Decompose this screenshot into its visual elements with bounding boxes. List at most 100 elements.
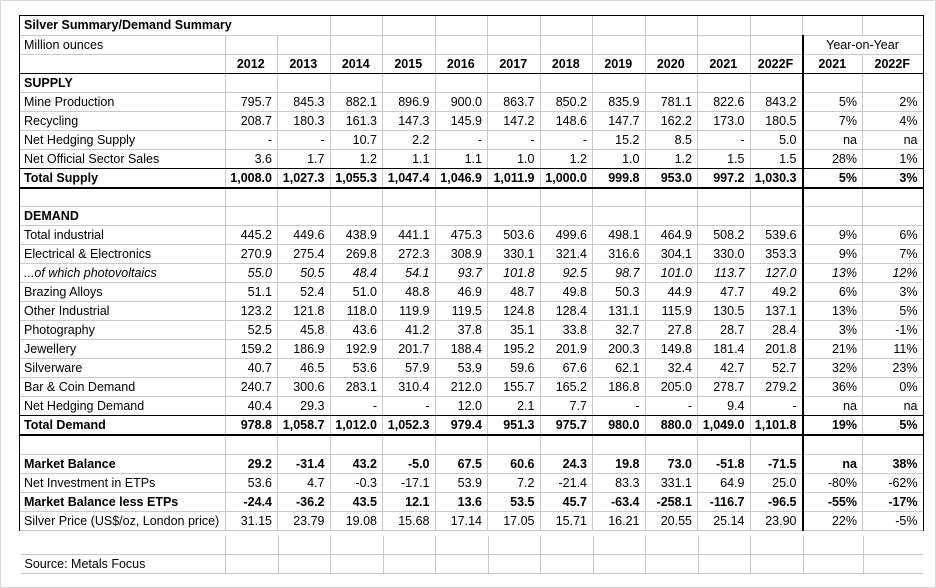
table-row: Silverware 40.7 46.5 53.6 57.9 53.9 59.6 67.6 62… bbox=[20, 358, 923, 378]
cell-value: 997.2 bbox=[697, 168, 751, 189]
row-label: Net Investment in ETPs bbox=[20, 473, 226, 493]
table-row: Market Balance 29.2 -31.4 43.2 -5.0 67.5 60.6 2… bbox=[20, 454, 923, 474]
cell-value bbox=[592, 73, 646, 93]
empty-cell bbox=[698, 554, 751, 574]
empty-cell bbox=[383, 535, 436, 555]
cell-value: 62.1 bbox=[592, 358, 646, 378]
cell-value: 92.5 bbox=[540, 263, 593, 283]
cell-value: 1,030.3 bbox=[750, 168, 803, 189]
row-label: Brazing Alloys bbox=[20, 282, 226, 302]
cell-value: 441.1 bbox=[382, 225, 436, 245]
cell-value bbox=[225, 206, 278, 226]
yoy-value bbox=[801, 206, 863, 226]
cell-value: 499.6 bbox=[540, 225, 593, 245]
cell-value: 49.2 bbox=[750, 282, 803, 302]
cell-value: -17.1 bbox=[382, 473, 436, 493]
cell-value: - bbox=[487, 130, 541, 150]
yoy-value: 2% bbox=[862, 92, 923, 112]
empty-cell bbox=[330, 35, 383, 55]
cell-value: 283.1 bbox=[330, 377, 383, 397]
row-label: Total Demand bbox=[20, 415, 226, 436]
table-footer: Source: Metals Focus bbox=[20, 535, 923, 574]
cell-value: 1,047.4 bbox=[382, 168, 436, 189]
cell-value: 57.9 bbox=[382, 358, 436, 378]
cell-value: 47.7 bbox=[697, 282, 751, 302]
cell-value: -5.0 bbox=[382, 454, 436, 474]
yoy-value: 6% bbox=[862, 225, 923, 245]
cell-value: 37.8 bbox=[435, 320, 488, 340]
cell-value: 270.9 bbox=[225, 244, 278, 264]
row-label: Total Supply bbox=[20, 168, 226, 189]
cell-value: 1.5 bbox=[697, 149, 751, 169]
yoy-value: 3% bbox=[801, 320, 863, 340]
cell-value: 1,058.7 bbox=[277, 415, 331, 436]
cell-value: 979.4 bbox=[435, 415, 488, 436]
row-label bbox=[20, 187, 226, 207]
cell-value: 83.3 bbox=[592, 473, 646, 493]
cell-value: 316.6 bbox=[592, 244, 646, 264]
cell-value: 137.1 bbox=[750, 301, 803, 321]
table-row bbox=[20, 187, 923, 207]
cell-value: 1.2 bbox=[645, 149, 698, 169]
cell-value: 1.2 bbox=[330, 149, 383, 169]
cell-value: 201.7 bbox=[382, 339, 436, 359]
cell-value bbox=[750, 435, 803, 455]
cell-value bbox=[487, 206, 541, 226]
yoy-value bbox=[862, 206, 923, 226]
yoy-value: 13% bbox=[801, 263, 863, 283]
empty-cell bbox=[278, 554, 331, 574]
row-label: Total industrial bbox=[20, 225, 226, 245]
cell-value bbox=[540, 435, 593, 455]
empty-cell bbox=[863, 554, 923, 574]
cell-value: 1,049.0 bbox=[697, 415, 751, 436]
cell-value: 180.5 bbox=[750, 111, 803, 131]
cell-value: 52.5 bbox=[225, 320, 278, 340]
cell-value: 498.1 bbox=[592, 225, 646, 245]
cell-value: 863.7 bbox=[487, 92, 541, 112]
cell-value: 1,101.8 bbox=[750, 415, 803, 436]
empty-cell bbox=[593, 535, 646, 555]
empty-cell bbox=[592, 35, 646, 55]
cell-value bbox=[697, 435, 751, 455]
cell-value: 119.5 bbox=[435, 301, 488, 321]
row-label: SUPPLY bbox=[20, 73, 226, 93]
empty-cell bbox=[697, 16, 751, 36]
yoy-value: -55% bbox=[801, 492, 863, 512]
cell-value: 980.0 bbox=[592, 415, 646, 436]
cell-value: 12.0 bbox=[435, 396, 488, 416]
table-row: Net Investment in ETPs 53.6 4.7 -0.3 -17.1 53… bbox=[20, 473, 923, 493]
cell-value: 50.5 bbox=[277, 263, 331, 283]
cell-value: 1.1 bbox=[435, 149, 488, 169]
yoy-value: 9% bbox=[801, 225, 863, 245]
cell-value: 181.4 bbox=[697, 339, 751, 359]
table-row: Other Industrial 123.2 121.8 118.0 119.9 119.… bbox=[20, 301, 923, 321]
empty-cell bbox=[383, 554, 436, 574]
empty-cell bbox=[225, 554, 279, 574]
cell-value: 53.5 bbox=[487, 492, 541, 512]
cell-value: 208.7 bbox=[225, 111, 278, 131]
table-row: Total Demand 978.8 1,058.7 1,012.0 1,052.3 97… bbox=[20, 415, 923, 436]
cell-value: 40.7 bbox=[225, 358, 278, 378]
yoy-value: 3% bbox=[862, 282, 923, 302]
cell-value bbox=[330, 206, 383, 226]
cell-value: 23.79 bbox=[277, 511, 331, 531]
row-label: Net Official Sector Sales bbox=[20, 149, 226, 169]
yoy-value: 22% bbox=[801, 511, 863, 531]
empty-cell bbox=[435, 35, 488, 55]
yoy-value bbox=[801, 73, 863, 93]
units-row: Million ounces Year-on-Year bbox=[20, 35, 923, 55]
cell-value: 93.7 bbox=[435, 263, 488, 283]
empty-cell bbox=[593, 554, 646, 574]
cell-value: 29.2 bbox=[225, 454, 278, 474]
yoy-value: 21% bbox=[801, 339, 863, 359]
empty-cell bbox=[488, 535, 541, 555]
empty-cell bbox=[382, 35, 436, 55]
year-column-header: 2015 bbox=[382, 54, 436, 74]
cell-value: 12.1 bbox=[382, 492, 436, 512]
cell-value: - bbox=[277, 130, 331, 150]
cell-value bbox=[645, 435, 698, 455]
cell-value: 54.1 bbox=[382, 263, 436, 283]
yoy-value: na bbox=[801, 454, 863, 474]
cell-value: 27.8 bbox=[645, 320, 698, 340]
cell-value: 45.8 bbox=[277, 320, 331, 340]
